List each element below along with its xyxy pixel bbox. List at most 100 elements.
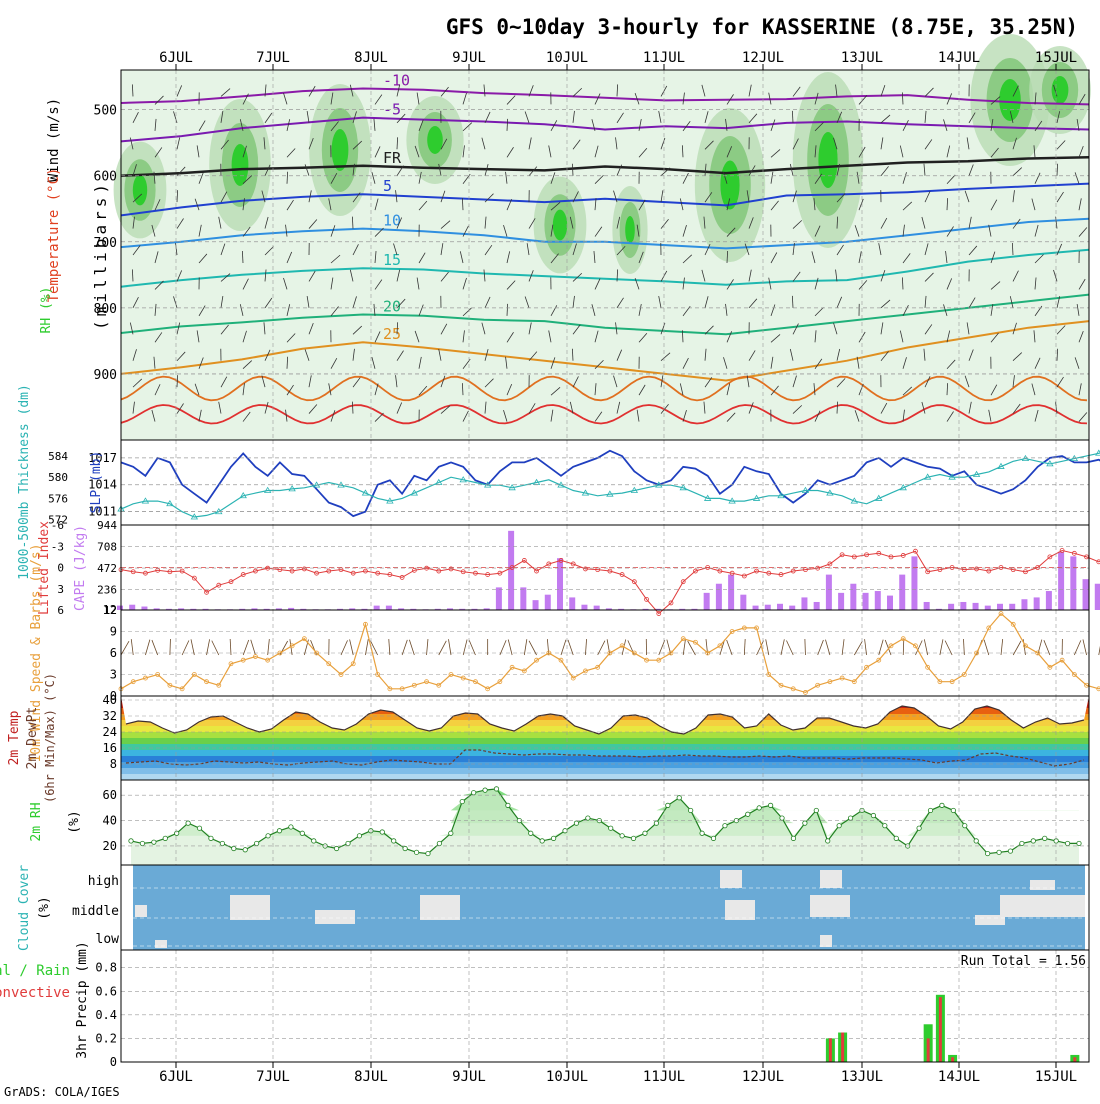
lifted-index-tick-label: -3 (51, 540, 64, 553)
axis-label-pressure: (millibars) (91, 180, 110, 330)
x-tick-label-bottom: 9JUL (452, 1069, 486, 1085)
cloud-cover-gap (820, 935, 832, 947)
cloud-level-label: low (96, 932, 120, 947)
rh-shading-bright (1052, 76, 1069, 104)
axis-label-2m-rh: 2m RH (29, 802, 44, 841)
cape-bar (1058, 552, 1064, 610)
cape-bar (117, 606, 123, 610)
cape-bar (753, 606, 759, 610)
cape-bar (728, 575, 734, 610)
temperature-color-band (121, 768, 1089, 774)
rh-marker (631, 836, 635, 840)
cape-bar (716, 584, 722, 610)
cape-bar (496, 587, 502, 610)
precip-convective-bar (951, 1057, 954, 1062)
rh-marker (254, 841, 258, 845)
temp-tick-label: 32 (103, 709, 117, 723)
cape-bar (863, 593, 869, 610)
cape-tick-label: 708 (97, 541, 117, 554)
x-tick-label-top: 13JUL (841, 50, 883, 66)
contour-label: FR (383, 149, 402, 167)
rh-marker (997, 850, 1001, 854)
wind-barb (805, 639, 806, 655)
x-tick-label-bottom: 13JUL (841, 1069, 883, 1085)
precip-convective-bar (1073, 1057, 1076, 1062)
rh-marker (666, 803, 670, 807)
rh-tick-label: 20 (103, 839, 117, 853)
rh-marker (414, 850, 418, 854)
precip-convective-bar (939, 997, 942, 1062)
wind-tick-label: 9 (110, 625, 117, 639)
cape-bar (826, 575, 832, 610)
cape-bar (789, 606, 795, 610)
rh-marker (1031, 839, 1035, 843)
cloud-cover-gap (725, 900, 755, 920)
rh-marker (609, 826, 613, 830)
temp-tick-label: 16 (103, 741, 117, 755)
rh-marker (654, 821, 658, 825)
rh-marker (437, 841, 441, 845)
cape-bar (911, 556, 917, 610)
rh-marker (940, 803, 944, 807)
rh-marker (174, 831, 178, 835)
x-tick-label-bottom: 7JUL (256, 1069, 290, 1085)
rh-marker (334, 846, 338, 850)
rh-marker (586, 816, 590, 820)
precip-convective-bar (927, 1038, 930, 1062)
cape-bar (129, 605, 135, 610)
rh-marker (974, 839, 978, 843)
wind-tick-label: 12 (103, 603, 117, 617)
contour-label: 10 (383, 212, 401, 230)
axis-label-6hr: (6hr Min/Max) (°C) (43, 673, 57, 803)
rh-shading-bright (818, 132, 837, 188)
rh-marker (723, 823, 727, 827)
x-tick-label-bottom: 15JUL (1035, 1069, 1077, 1085)
cape-bar (850, 584, 856, 610)
contour-label: 25 (383, 325, 401, 343)
contour-label: -5 (383, 101, 401, 119)
rh-shading-bright (232, 144, 249, 186)
cape-bar (533, 600, 539, 610)
y-tick-label: 500 (94, 104, 117, 119)
rh-marker (700, 831, 704, 835)
x-tick-label-top: 11JUL (643, 50, 685, 66)
rh-marker (1020, 841, 1024, 845)
rh-marker (643, 831, 647, 835)
cloud-cover-gap (1030, 880, 1055, 890)
cloud-cover-gap (420, 895, 460, 920)
x-tick-label-bottom: 12JUL (742, 1069, 784, 1085)
thickness-tick-label: 584 (48, 450, 68, 463)
rh-marker (951, 808, 955, 812)
precip-convective-bar (829, 1038, 832, 1062)
axis-label-precip: 3hr Precip (mm) (75, 941, 90, 1058)
cape-bar (875, 591, 881, 610)
cape-bar (1083, 579, 1089, 610)
rh-marker (711, 836, 715, 840)
x-tick-label-top: 7JUL (256, 50, 290, 66)
rh-marker (403, 846, 407, 850)
cape-bar (924, 602, 930, 610)
lifted-index-tick-label: 6 (57, 604, 64, 617)
rh-marker (894, 836, 898, 840)
wind-barb (170, 639, 171, 655)
temperature-color-band (121, 774, 1089, 780)
rh-marker (197, 826, 201, 830)
rh-marker (551, 836, 555, 840)
temp-tick-label: 8 (110, 757, 117, 771)
rh-marker (232, 846, 236, 850)
temperature-color-band (121, 738, 1089, 744)
rh-shading-bright (332, 129, 349, 171)
rh-marker (449, 831, 453, 835)
rh-marker (540, 839, 544, 843)
cloud-cover-gap (230, 895, 270, 920)
x-tick-label-top: 8JUL (354, 50, 388, 66)
cape-bar (985, 606, 991, 610)
lifted-index-tick-label: -6 (51, 519, 64, 532)
y-tick-label: 900 (94, 368, 117, 383)
cape-bar (386, 606, 392, 610)
rh-marker (620, 834, 624, 838)
rh-marker (768, 803, 772, 807)
cape-bar (973, 603, 979, 610)
x-tick-label-top: 10JUL (546, 50, 588, 66)
rh-marker (780, 816, 784, 820)
